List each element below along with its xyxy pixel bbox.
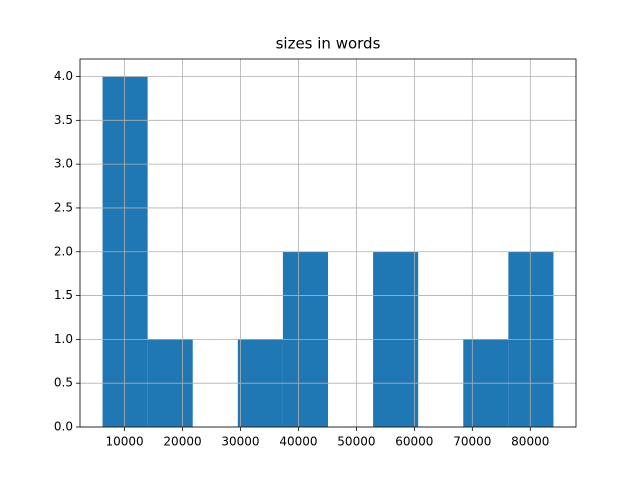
x-tick-label: 40000: [279, 435, 317, 449]
y-tick-label: 3.0: [54, 157, 73, 171]
y-tick-label: 1.5: [54, 288, 73, 302]
y-tick-label: 2.0: [54, 244, 73, 258]
x-tick-label: 10000: [105, 435, 143, 449]
y-tick-label: 4.0: [54, 69, 73, 83]
x-tick-label: 30000: [221, 435, 259, 449]
chart-title: sizes in words: [276, 35, 381, 53]
y-tick-label: 2.5: [54, 200, 73, 214]
y-tick-label: 0.0: [54, 420, 73, 434]
y-tick-label: 1.0: [54, 332, 73, 346]
x-tick-label: 50000: [337, 435, 375, 449]
plot-frame: [79, 58, 577, 428]
x-tick-label: 60000: [395, 435, 433, 449]
y-tick-label: 0.5: [54, 376, 73, 390]
y-tick-label: 3.5: [54, 113, 73, 127]
x-tick-label: 70000: [453, 435, 491, 449]
x-tick-label: 80000: [511, 435, 549, 449]
x-tick-label: 20000: [163, 435, 201, 449]
